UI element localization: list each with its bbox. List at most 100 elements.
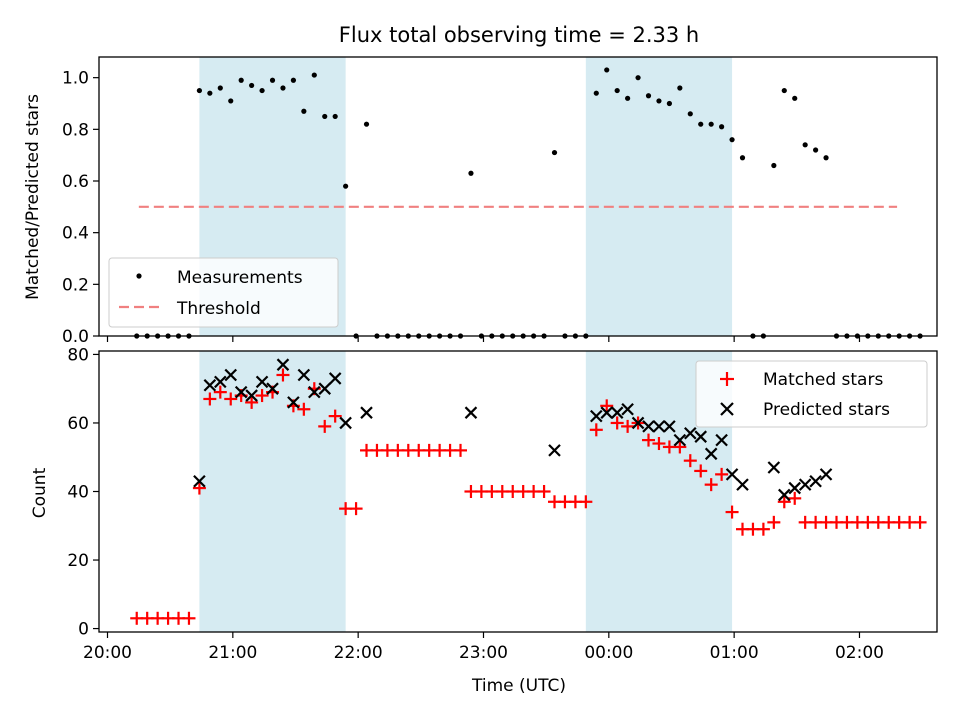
top-y-tick-label: 0.0: [62, 327, 89, 347]
measurement-point: [771, 162, 777, 169]
measurement-point: [343, 183, 349, 189]
matched-stars-points: [130, 368, 927, 625]
top-y-tick-label: 0.2: [62, 275, 89, 295]
measurement-point: [322, 113, 328, 120]
x-tick-label: 21:00: [208, 643, 257, 663]
measurement-point: [196, 87, 203, 94]
predicted-star-point: [631, 416, 645, 430]
measurement-point: [792, 95, 798, 101]
predicted-star-point: [245, 389, 258, 402]
matched-star-point: [297, 402, 311, 416]
bottom-legend: Matched stars Predicted stars: [695, 360, 928, 428]
predicted-star-point: [767, 461, 781, 474]
predicted-star-point: [736, 478, 749, 491]
top-legend-box: [108, 257, 339, 328]
bottom-y-tick-label: 0: [78, 620, 89, 640]
bottom-x-ticks: 20:00 21:00 22:00 23:00 00:00 01:00 02:00: [83, 632, 884, 663]
matched-star-point: [213, 385, 227, 399]
measurement-point: [781, 87, 787, 94]
measurement-point: [614, 87, 620, 94]
matched-star-point: [182, 611, 196, 625]
measurement-point: [687, 111, 693, 117]
x-tick-label: 20:00: [83, 643, 132, 663]
legend-measurements-marker: [136, 273, 142, 279]
measurement-point: [719, 124, 725, 130]
matched-star-point: [788, 491, 802, 505]
predicted-star-point: [360, 406, 373, 419]
bottom-y-axis-label: Count: [30, 467, 50, 518]
chart-title: Flux total observing time = 2.33 h: [339, 23, 699, 47]
top-y-ticks: 0.0 0.2 0.4 0.6 0.8 1.0: [62, 69, 99, 347]
predicted-star-point: [673, 433, 687, 447]
matched-star-point: [537, 485, 551, 498]
measurement-point: [698, 121, 704, 127]
measurement-point: [625, 95, 631, 101]
legend-matched-label: Matched stars: [763, 370, 883, 390]
predicted-star-point: [276, 358, 290, 371]
predicted-star-point: [318, 382, 332, 395]
top-panel: 0.0 0.2 0.4 0.6 0.8 1.0 Matched/Predicted sta…: [23, 56, 938, 347]
predicted-star-point: [663, 420, 676, 433]
matched-star-point: [589, 423, 603, 437]
matched-star-point: [245, 395, 259, 409]
measurement-point: [656, 98, 662, 104]
predicted-star-point: [684, 426, 697, 440]
matched-star-point: [328, 409, 342, 423]
top-y-axis-label: Matched/Predicted stars: [23, 94, 43, 300]
predicted-star-point: [600, 406, 614, 419]
measurement-point: [290, 77, 297, 83]
x-tick-label: 02:00: [835, 643, 884, 663]
matched-star-point: [725, 505, 739, 519]
measurement-point: [269, 77, 276, 83]
measurement-point: [708, 121, 714, 127]
predicted-stars-points: [193, 358, 833, 502]
measurement-point: [311, 72, 317, 78]
predicted-star-point: [778, 488, 791, 502]
predicted-star-point: [214, 375, 227, 389]
top-y-tick-label: 0.4: [62, 224, 89, 244]
predicted-star-point: [328, 372, 342, 385]
measurement-point: [249, 82, 255, 89]
predicted-star-point: [193, 474, 206, 488]
matched-star-point: [756, 522, 770, 536]
matched-star-point: [683, 454, 697, 468]
matched-star-point: [673, 440, 687, 454]
predicted-star-point: [224, 368, 238, 382]
top-plot-frame: [98, 56, 938, 337]
predicted-star-point: [234, 385, 248, 399]
predicted-star-point: [798, 478, 812, 491]
measurement-point: [207, 90, 213, 96]
predicted-star-point: [809, 474, 822, 488]
legend-matched-marker: [720, 372, 734, 386]
matched-star-point: [621, 419, 635, 433]
matched-star-point: [349, 502, 363, 516]
matched-star-point: [642, 433, 656, 447]
predicted-star-point: [339, 416, 352, 430]
predicted-star-point: [704, 447, 718, 461]
matched-star-point: [767, 515, 781, 529]
legend-predicted-marker: [720, 402, 734, 416]
matched-star-point: [610, 416, 624, 430]
measurement-points: [134, 67, 923, 339]
predicted-star-point: [788, 481, 802, 495]
measurement-point: [551, 149, 558, 156]
measurement-point: [280, 85, 286, 91]
top-legend: Measurements Threshold: [108, 257, 339, 328]
predicted-star-point: [203, 378, 217, 392]
matched-star-point: [777, 495, 791, 509]
matched-star-point: [913, 515, 927, 529]
bottom-y-ticks: 0 20 40 60 80: [67, 345, 99, 640]
measurement-point: [802, 142, 808, 148]
matched-star-point: [255, 389, 269, 403]
x-tick-label: 01:00: [710, 643, 759, 663]
matched-star-point: [652, 437, 666, 451]
predicted-star-point: [287, 396, 300, 409]
matched-star-point: [600, 399, 614, 413]
matched-star-point: [192, 481, 206, 495]
top-y-tick-label: 1.0: [62, 69, 89, 89]
measurement-point: [677, 85, 683, 91]
predicted-star-point: [610, 406, 624, 419]
matched-star-point: [704, 478, 718, 492]
legend-threshold-label: Threshold: [176, 299, 261, 319]
measurement-point: [604, 67, 610, 73]
